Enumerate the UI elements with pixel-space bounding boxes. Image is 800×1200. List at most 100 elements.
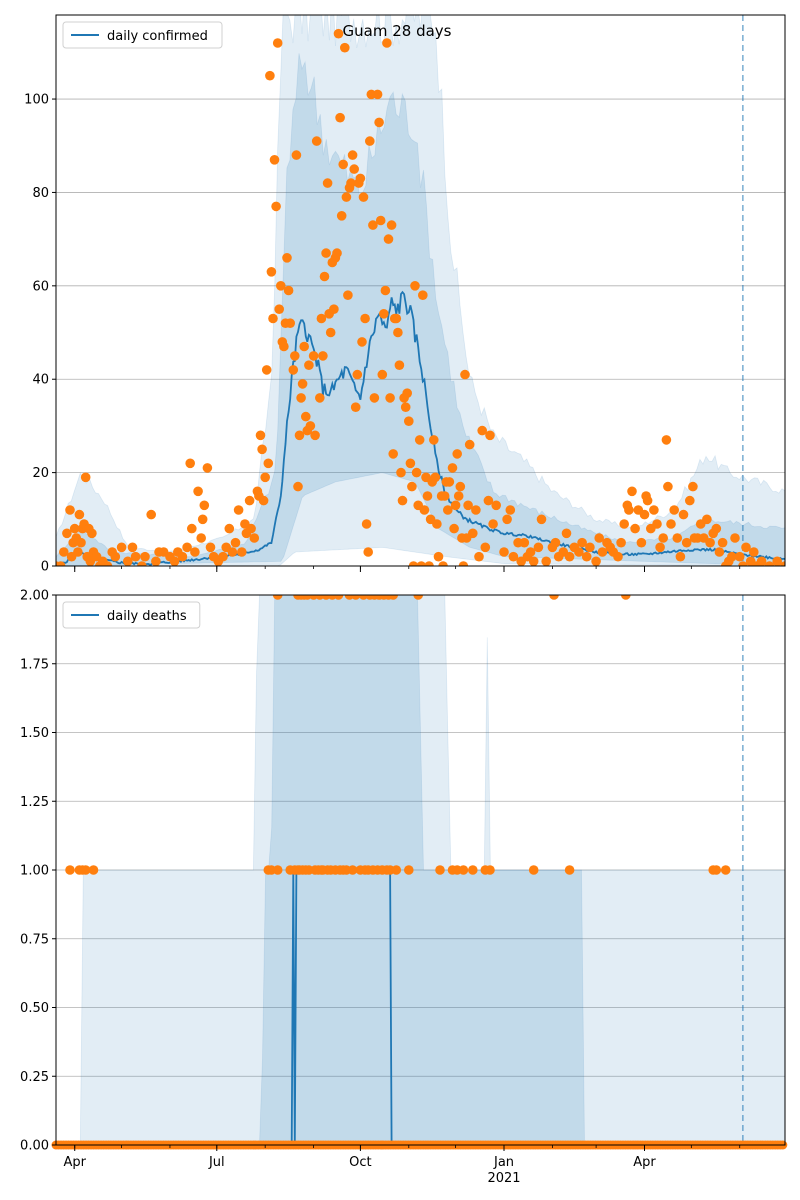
data-point xyxy=(591,556,601,566)
data-point xyxy=(480,542,491,553)
data-point xyxy=(388,595,398,600)
x-tick-label: Oct xyxy=(349,1155,371,1170)
data-point xyxy=(447,463,458,473)
data-point xyxy=(333,595,344,600)
data-point xyxy=(380,285,391,296)
data-point xyxy=(407,481,417,492)
data-point xyxy=(405,458,416,469)
data-point xyxy=(272,38,283,48)
data-point xyxy=(749,547,759,557)
data-point xyxy=(453,491,464,501)
data-point xyxy=(56,561,66,566)
data-point xyxy=(365,136,375,146)
data-point xyxy=(669,505,679,515)
data-point xyxy=(505,505,516,515)
legend: daily deaths xyxy=(62,601,201,629)
data-point xyxy=(352,369,363,380)
data-point xyxy=(666,519,676,529)
data-point xyxy=(438,561,448,566)
data-point xyxy=(322,178,333,188)
data-point xyxy=(404,865,414,875)
data-point xyxy=(418,290,428,301)
data-point xyxy=(541,556,551,566)
data-point xyxy=(265,70,275,81)
data-point xyxy=(266,267,277,277)
data-point xyxy=(379,309,389,319)
data-point xyxy=(394,360,405,371)
data-point xyxy=(720,865,731,875)
data-point xyxy=(196,533,206,543)
data-point xyxy=(368,220,378,230)
data-point xyxy=(471,505,481,515)
data-point xyxy=(468,865,478,875)
x-tick-label: Jan xyxy=(493,1155,514,1170)
data-point xyxy=(581,551,592,562)
data-point xyxy=(293,481,303,492)
data-point xyxy=(269,155,280,165)
data-point xyxy=(340,42,350,53)
y-tick-label: 80 xyxy=(32,186,49,201)
data-point xyxy=(402,388,413,399)
data-point xyxy=(424,561,434,566)
data-point xyxy=(88,865,99,875)
data-point xyxy=(382,38,392,48)
data-point xyxy=(372,89,383,100)
data-point xyxy=(137,561,147,566)
data-point xyxy=(350,402,361,413)
data-point xyxy=(483,495,494,506)
x-tick-label: Apr xyxy=(63,1155,86,1170)
y-tick-label: 0 xyxy=(41,560,49,575)
data-point xyxy=(528,556,539,566)
data-point xyxy=(185,458,195,469)
data-point xyxy=(385,393,395,403)
data-point xyxy=(485,430,495,441)
data-point xyxy=(347,150,358,160)
data-point xyxy=(233,505,244,515)
y-tick-label: 1.25 xyxy=(20,795,49,810)
data-point xyxy=(272,865,283,875)
data-point xyxy=(772,556,782,566)
data-point xyxy=(655,542,665,553)
data-point xyxy=(360,313,370,324)
data-point xyxy=(450,500,461,511)
series-line xyxy=(56,869,785,1145)
data-point xyxy=(549,595,559,600)
data-point xyxy=(336,211,347,221)
data-point xyxy=(396,467,406,478)
y-tick-label: 0.50 xyxy=(20,1001,49,1016)
data-point xyxy=(310,430,320,441)
data-point xyxy=(464,439,475,450)
data-point xyxy=(304,360,314,371)
plot-area xyxy=(56,595,785,1145)
data-point xyxy=(734,551,745,562)
data-point xyxy=(296,393,306,403)
data-point xyxy=(705,537,715,548)
data-point xyxy=(508,551,519,562)
data-point xyxy=(65,865,75,875)
data-point xyxy=(316,313,327,324)
data-point xyxy=(439,491,450,501)
data-point xyxy=(678,509,689,520)
data-point xyxy=(224,523,235,534)
data-point xyxy=(429,435,439,445)
data-point xyxy=(193,486,203,497)
data-point xyxy=(308,351,319,361)
data-point xyxy=(76,537,86,548)
y-tick-label: 2.00 xyxy=(20,589,49,604)
legend-box xyxy=(62,601,201,629)
data-point xyxy=(127,542,138,553)
data-point xyxy=(268,313,278,324)
data-point xyxy=(276,281,286,291)
data-point xyxy=(502,514,512,525)
legend: daily confirmed xyxy=(62,21,223,49)
data-point xyxy=(65,505,75,515)
y-tick-label: 1.00 xyxy=(20,864,49,879)
data-point xyxy=(377,369,388,380)
data-point xyxy=(688,481,698,492)
y-tick-label: 40 xyxy=(32,373,49,388)
data-point xyxy=(391,865,402,875)
data-point xyxy=(577,537,587,548)
data-point xyxy=(630,523,640,534)
